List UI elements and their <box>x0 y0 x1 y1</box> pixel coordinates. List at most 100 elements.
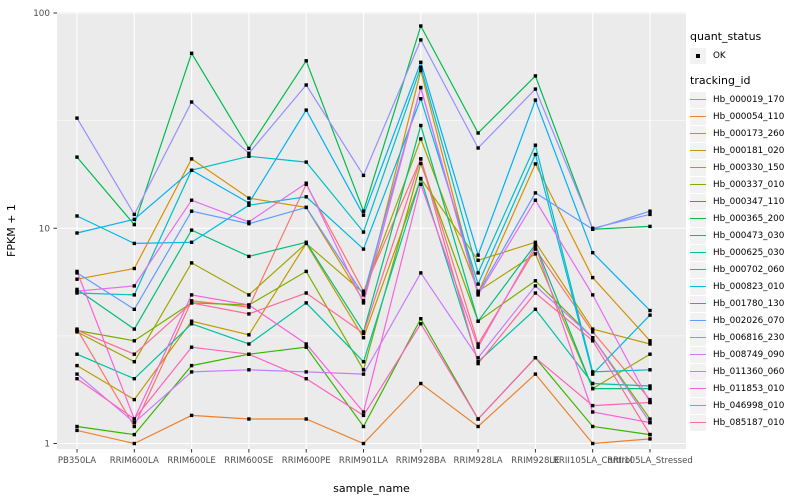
data-point <box>304 205 308 210</box>
legend-item-label: Hb_000365_200 <box>713 213 785 224</box>
data-point <box>361 424 366 429</box>
data-point <box>361 441 366 446</box>
data-point <box>75 428 79 433</box>
data-point <box>476 253 480 257</box>
y-tick-label: 100 <box>33 9 50 19</box>
legend-item-Hb_000473_030: Hb_000473_030 <box>690 227 800 244</box>
data-point <box>361 372 366 376</box>
data-point <box>419 176 423 181</box>
data-point <box>189 100 194 104</box>
data-point <box>533 244 538 248</box>
x-tick-label: RRIM928LE <box>511 456 560 466</box>
data-point <box>648 339 652 343</box>
data-point <box>132 360 136 364</box>
data-point <box>419 65 423 69</box>
data-point <box>476 345 480 349</box>
data-point <box>591 336 595 340</box>
data-point <box>361 360 366 364</box>
black-point-icon <box>696 53 700 58</box>
data-point <box>132 307 136 311</box>
data-point <box>533 284 538 288</box>
data-point <box>304 291 308 295</box>
data-point <box>361 301 366 305</box>
legend-color-line <box>690 336 706 339</box>
data-point <box>75 372 79 376</box>
data-point <box>361 336 366 340</box>
legend-key-box <box>690 346 706 363</box>
legend-item-label: Hb_000181_020 <box>713 145 785 156</box>
data-point <box>648 432 652 437</box>
chart-panel <box>57 12 686 449</box>
data-point <box>533 279 538 283</box>
legend-item-label: Hb_000173_260 <box>713 128 785 139</box>
data-point <box>132 327 136 331</box>
data-point <box>247 151 251 155</box>
data-point <box>75 289 79 293</box>
data-point <box>75 352 79 356</box>
legend-item-Hb_001780_130: Hb_001780_130 <box>690 295 800 312</box>
data-point <box>304 370 308 374</box>
data-point <box>189 345 194 349</box>
data-point <box>247 203 251 207</box>
data-point <box>419 381 423 386</box>
data-point <box>75 291 79 295</box>
data-point <box>361 289 366 293</box>
legend-color-line <box>690 404 706 407</box>
legend-color-line <box>690 251 706 254</box>
legend-item-Hb_000337_010: Hb_000337_010 <box>690 176 800 193</box>
legend-item-Hb_000019_170: Hb_000019_170 <box>690 91 800 108</box>
data-point <box>476 282 480 286</box>
legend-key-box <box>690 227 706 244</box>
data-point <box>419 182 423 186</box>
data-point <box>361 368 366 372</box>
legend-color-line <box>690 149 706 152</box>
legend-item-Hb_008749_090: Hb_008749_090 <box>690 346 800 363</box>
data-point <box>648 209 652 213</box>
data-point <box>591 251 595 255</box>
legend-key-box <box>690 397 706 414</box>
legend-item-Hb_006816_230: Hb_006816_230 <box>690 329 800 346</box>
legend-item-ok: OK <box>690 47 800 64</box>
data-point <box>476 356 480 360</box>
data-point <box>189 198 194 202</box>
data-point <box>132 377 136 381</box>
data-point <box>75 328 79 332</box>
data-point <box>648 224 652 229</box>
data-point <box>533 74 538 78</box>
data-point <box>476 131 480 135</box>
legend-color-line <box>690 319 706 322</box>
data-point <box>648 212 652 217</box>
data-point <box>591 370 595 374</box>
legend-key-box <box>690 125 706 142</box>
legend: quant_status OK tracking_id Hb_000019_17… <box>690 30 800 431</box>
legend-item-label: OK <box>713 50 726 61</box>
legend-item-label: Hb_000702_060 <box>713 264 785 275</box>
data-point <box>247 196 251 200</box>
legend-item-Hb_085187_010: Hb_085187_010 <box>690 414 800 431</box>
data-point <box>533 162 538 166</box>
data-point <box>591 339 595 343</box>
legend-item-Hb_000054_110: Hb_000054_110 <box>690 108 800 125</box>
data-point <box>304 195 308 199</box>
data-point <box>419 123 423 128</box>
data-point <box>419 85 423 90</box>
data-point <box>419 157 423 161</box>
legend-color-line <box>690 98 706 101</box>
data-point <box>419 97 423 101</box>
legend-item-label: Hb_000473_030 <box>713 230 785 241</box>
legend-item-Hb_000365_200: Hb_000365_200 <box>690 210 800 227</box>
data-point <box>591 424 595 429</box>
data-point <box>132 417 136 421</box>
data-point <box>648 308 652 313</box>
data-point <box>189 51 194 55</box>
legend-item-label: Hb_000347_110 <box>713 196 785 207</box>
data-point <box>247 293 251 297</box>
legend-tracking-items: Hb_000019_170 Hb_000054_110 Hb_000173_260 H… <box>690 91 800 431</box>
data-point <box>476 271 480 275</box>
legend-item-Hb_000625_030: Hb_000625_030 <box>690 244 800 261</box>
legend-color-line <box>690 183 706 186</box>
data-point <box>189 322 194 326</box>
data-point <box>361 247 366 251</box>
data-point <box>419 60 423 64</box>
data-point <box>533 198 538 202</box>
